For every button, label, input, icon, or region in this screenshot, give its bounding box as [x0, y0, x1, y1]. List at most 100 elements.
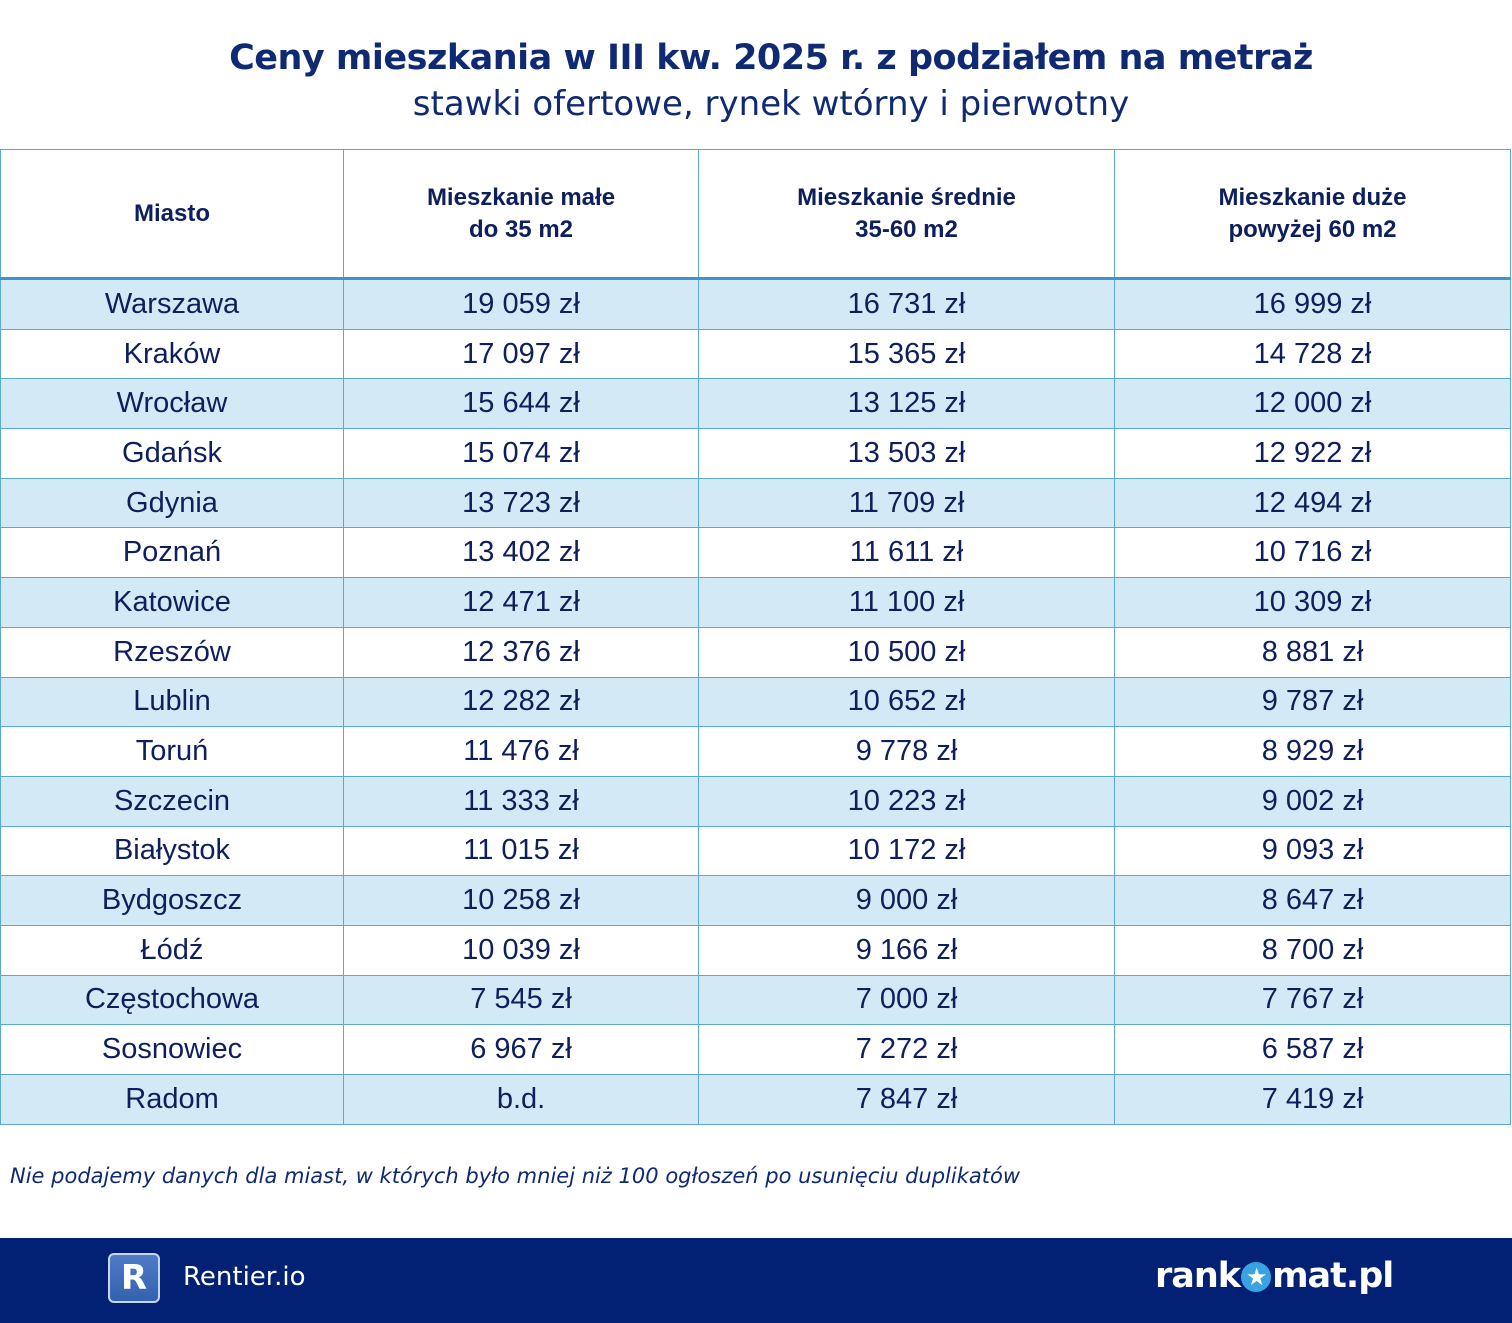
city-cell: Wrocław	[0, 378, 344, 430]
city-cell: Szczecin	[0, 775, 344, 827]
column-header: Mieszkanie średnie 35-60 m2	[698, 149, 1115, 280]
table-row: Katowice 12 471 zł 11 100 zł 10 309 zł	[0, 577, 1511, 628]
price-cell: 7 767 zł	[1114, 974, 1511, 1026]
price-cell: 12 471 zł	[343, 577, 699, 628]
price-cell: 6 587 zł	[1114, 1024, 1511, 1075]
price-cell: 14 728 zł	[1114, 328, 1511, 380]
price-cell: 9 166 zł	[698, 924, 1115, 976]
price-cell: 10 039 zł	[343, 924, 699, 976]
column-header-line1: Mieszkanie duże	[1218, 183, 1407, 211]
city-cell: Toruń	[0, 726, 344, 777]
table-row: Lublin 12 282 zł 10 652 zł 9 787 zł	[0, 676, 1511, 728]
price-cell: 8 929 zł	[1114, 726, 1511, 777]
table-row: Warszawa 19 059 zł 16 731 zł 16 999 zł	[0, 278, 1511, 330]
price-cell: 9 002 zł	[1114, 775, 1511, 827]
price-cell: 12 282 zł	[343, 676, 699, 728]
page-subtitle: stawki ofertowe, rynek wtórny i pierwotn…	[412, 84, 1130, 124]
city-cell: Łódź	[0, 924, 344, 976]
price-cell: 10 309 zł	[1114, 577, 1511, 628]
price-cell: 8 647 zł	[1114, 875, 1511, 926]
rankomat-text-a: rank	[1155, 1256, 1241, 1296]
price-cell: 13 125 zł	[698, 378, 1115, 430]
table-row: Poznań 13 402 zł 11 611 zł 10 716 zł	[0, 527, 1511, 579]
price-cell: 15 644 zł	[343, 378, 699, 430]
price-cell: 10 172 zł	[698, 825, 1115, 877]
column-header: Miasto	[0, 149, 344, 280]
price-cell: 17 097 zł	[343, 328, 699, 380]
column-header-line2: do 35 m2	[468, 215, 574, 243]
column-header: Mieszkanie duże powyżej 60 m2	[1114, 149, 1511, 280]
price-cell: 13 503 zł	[698, 428, 1115, 479]
star-icon: ★	[1241, 1262, 1272, 1292]
price-table: Miasto Mieszkanie małe do 35 m2 Mieszkanie …	[0, 149, 1511, 1125]
table-row: Wrocław 15 644 zł 13 125 zł 12 000 zł	[0, 378, 1511, 430]
table-row: Gdańsk 15 074 zł 13 503 zł 12 922 zł	[0, 428, 1511, 479]
price-cell: 6 967 zł	[343, 1024, 699, 1075]
price-cell: 15 365 zł	[698, 328, 1115, 380]
price-cell: 9 000 zł	[698, 875, 1115, 926]
table-row: Gdynia 13 723 zł 11 709 zł 12 494 zł	[0, 477, 1511, 529]
price-cell: 7 272 zł	[698, 1024, 1115, 1075]
price-cell: 10 500 zł	[698, 626, 1115, 678]
price-cell: 11 476 zł	[343, 726, 699, 777]
price-cell: 11 709 zł	[698, 477, 1115, 529]
price-cell: 13 402 zł	[343, 527, 699, 579]
price-cell: 9 787 zł	[1114, 676, 1511, 728]
table-row: Szczecin 11 333 zł 10 223 zł 9 002 zł	[0, 775, 1511, 827]
column-header-line2: powyżej 60 m2	[1228, 215, 1397, 243]
price-cell: 10 223 zł	[698, 775, 1115, 827]
price-cell: 16 999 zł	[1114, 278, 1511, 330]
header-row: Miasto Mieszkanie małe do 35 m2 Mieszkanie …	[0, 149, 1511, 280]
column-header-line1: Mieszkanie średnie	[797, 183, 1016, 211]
city-cell: Bydgoszcz	[0, 875, 344, 926]
city-cell: Lublin	[0, 676, 344, 728]
city-cell: Sosnowiec	[0, 1024, 344, 1075]
price-cell: 16 731 zł	[698, 278, 1115, 330]
price-cell: 7 419 zł	[1114, 1074, 1511, 1125]
price-cell: 12 376 zł	[343, 626, 699, 678]
column-header-line2: 35-60 m2	[855, 215, 958, 243]
price-cell: 11 611 zł	[698, 527, 1115, 579]
rentier-name: Rentier.io	[183, 1262, 306, 1292]
price-cell: 7 545 zł	[343, 974, 699, 1026]
footnote: Nie podajemy danych dla miast, w których…	[10, 1164, 1021, 1188]
price-cell: 11 015 zł	[343, 825, 699, 877]
city-cell: Poznań	[0, 527, 344, 579]
rankomat-text-b: mat.pl	[1272, 1256, 1394, 1296]
city-cell: Rzeszów	[0, 626, 344, 678]
price-cell: 12 494 zł	[1114, 477, 1511, 529]
page-title: Ceny mieszkania w III kw. 2025 r. z podz…	[229, 38, 1313, 78]
table-row: Rzeszów 12 376 zł 10 500 zł 8 881 zł	[0, 626, 1511, 678]
city-cell: Częstochowa	[0, 974, 344, 1026]
city-cell: Kraków	[0, 328, 344, 380]
price-cell: 10 652 zł	[698, 676, 1115, 728]
price-cell: 10 258 zł	[343, 875, 699, 926]
table-row: Częstochowa 7 545 zł 7 000 zł 7 767 zł	[0, 974, 1511, 1026]
table-row: Kraków 17 097 zł 15 365 zł 14 728 zł	[0, 328, 1511, 380]
price-cell: 7 847 zł	[698, 1074, 1115, 1125]
footer-bar: R Rentier.io rank ★ mat.pl	[0, 1238, 1512, 1323]
rankomat-logo: rank ★ mat.pl	[1155, 1256, 1394, 1296]
table-row: Sosnowiec 6 967 zł 7 272 zł 6 587 zł	[0, 1024, 1511, 1075]
price-cell: 12 922 zł	[1114, 428, 1511, 479]
column-header-line1: Mieszkanie małe	[426, 183, 616, 211]
price-cell: 15 074 zł	[343, 428, 699, 479]
price-cell: 11 100 zł	[698, 577, 1115, 628]
price-cell: 12 000 zł	[1114, 378, 1511, 430]
price-cell: 9 778 zł	[698, 726, 1115, 777]
column-header: Mieszkanie małe do 35 m2	[343, 149, 699, 280]
column-header-line1: Miasto	[133, 199, 210, 227]
price-cell: 9 093 zł	[1114, 825, 1511, 877]
table-row: Łódź 10 039 zł 9 166 zł 8 700 zł	[0, 924, 1511, 976]
price-cell: 8 881 zł	[1114, 626, 1511, 678]
price-cell: 19 059 zł	[343, 278, 699, 330]
city-cell: Radom	[0, 1074, 344, 1125]
city-cell: Białystok	[0, 825, 344, 877]
city-cell: Katowice	[0, 577, 344, 628]
city-cell: Gdańsk	[0, 428, 344, 479]
price-cell: 10 716 zł	[1114, 527, 1511, 579]
table-row: Toruń 11 476 zł 9 778 zł 8 929 zł	[0, 726, 1511, 777]
rentier-logo-icon: R	[108, 1253, 160, 1303]
price-cell: 8 700 zł	[1114, 924, 1511, 976]
price-cell: b.d.	[343, 1074, 699, 1125]
